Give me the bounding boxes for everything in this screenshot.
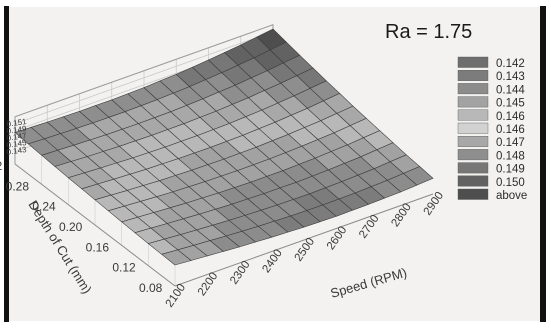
legend-swatch: [457, 56, 489, 68]
legend-label: 0.146: [496, 124, 525, 136]
legend: 0.1420.1430.1440.1450.1460.1460.1470.148…: [457, 56, 527, 202]
legend-swatch: [457, 162, 489, 174]
legend-label: 0.142: [496, 58, 525, 70]
surface: [14, 28, 434, 266]
legend-label: 0.147: [496, 137, 525, 149]
legend-swatch: [457, 83, 489, 95]
legend-swatch: [457, 188, 489, 200]
x-axis-line: [174, 193, 434, 287]
back-grid-line: [14, 31, 274, 125]
y-tick-label: 0.08: [139, 281, 163, 295]
legend-label: above: [496, 190, 527, 202]
chart-title: Ra = 1.75: [385, 21, 472, 43]
z-tick-label: 0.145: [6, 138, 28, 150]
y-tick-label: 0.20: [59, 220, 83, 234]
z-tick-label: 0.149: [6, 124, 28, 136]
legend-label: 0.145: [496, 98, 525, 110]
legend-label: 0.143: [496, 71, 525, 83]
legend-label: 0.144: [496, 84, 525, 96]
legend-label: 0.150: [496, 177, 525, 189]
y-tick-labels: 0.080.120.160.200.240.28 0.32: [0, 159, 163, 295]
legend-swatch: [457, 109, 489, 121]
legend-swatch: [457, 135, 489, 147]
y-tick-label: 0.12: [112, 261, 136, 275]
legend-swatch: [457, 96, 489, 108]
y-tick-label: 0.24: [32, 200, 56, 214]
y-tick-label: 0.16: [86, 240, 110, 254]
z-tick-label: 0.147: [6, 131, 28, 143]
surface-cell: [402, 166, 434, 186]
legend-swatch: [457, 122, 489, 134]
legend-label: 0.146: [496, 111, 525, 123]
y-axis-line: [14, 163, 176, 287]
y-tick-label: 0.28: [6, 179, 30, 193]
legend-swatch: [457, 175, 489, 187]
legend-label: 0.149: [496, 164, 525, 176]
left-border: [4, 6, 9, 322]
legend-swatch: [457, 149, 489, 161]
legend-label: 0.148: [496, 150, 525, 162]
y-tick-label: 0.32: [0, 159, 3, 173]
z-tick-label: 0.151: [6, 117, 28, 129]
z-tick-label: 0.143: [6, 145, 28, 157]
legend-swatch: [457, 69, 489, 81]
right-border: [540, 6, 546, 322]
